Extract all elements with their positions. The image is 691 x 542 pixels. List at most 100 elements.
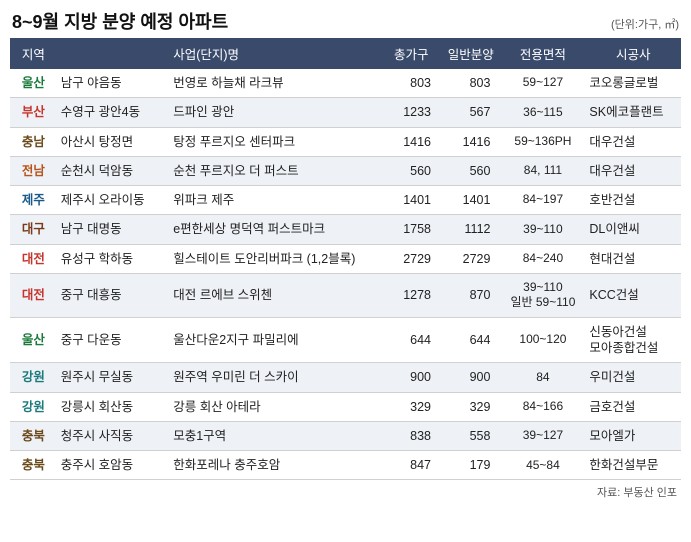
cell-area: 36~115 (500, 98, 585, 127)
cell-region: 울산 (10, 317, 57, 363)
col-general: 일반분양 (441, 38, 500, 69)
cell-general: 558 (441, 421, 500, 450)
cell-builder: 코오롱글로벌 (585, 69, 681, 98)
cell-builder: 모아엘가 (585, 421, 681, 450)
cell-total: 838 (382, 421, 441, 450)
cell-total: 329 (382, 392, 441, 421)
cell-project: 위파크 제주 (169, 186, 381, 215)
cell-region: 충남 (10, 127, 57, 156)
cell-total: 1401 (382, 186, 441, 215)
table-row: 울산중구 다운동울산다운2지구 파밀리에644644100~120신동아건설 모… (10, 317, 681, 363)
table-title: 8~9월 지방 분양 예정 아파트 (12, 8, 228, 34)
cell-district: 충주시 호암동 (57, 451, 170, 480)
cell-builder: 대우건설 (585, 156, 681, 185)
cell-general: 870 (441, 273, 500, 317)
source-label: 자료: 부동산 인포 (10, 484, 681, 500)
col-area: 전용면적 (500, 38, 585, 69)
cell-builder: SK에코플랜트 (585, 98, 681, 127)
cell-general: 900 (441, 363, 500, 392)
table-row: 울산남구 야음동번영로 하늘채 라크뷰80380359~127코오롱글로벌 (10, 69, 681, 98)
cell-builder: 한화건설부문 (585, 451, 681, 480)
cell-builder: 현대건설 (585, 244, 681, 273)
cell-district: 중구 다운동 (57, 317, 170, 363)
cell-area: 84~197 (500, 186, 585, 215)
cell-builder: 금호건설 (585, 392, 681, 421)
cell-region: 부산 (10, 98, 57, 127)
cell-total: 1278 (382, 273, 441, 317)
cell-general: 803 (441, 69, 500, 98)
cell-district: 순천시 덕암동 (57, 156, 170, 185)
col-total: 총가구 (382, 38, 441, 69)
col-builder: 시공사 (585, 38, 681, 69)
cell-builder: 호반건설 (585, 186, 681, 215)
cell-region: 충북 (10, 421, 57, 450)
cell-region: 전남 (10, 156, 57, 185)
cell-district: 아산시 탕정면 (57, 127, 170, 156)
cell-project: 한화포레나 충주호암 (169, 451, 381, 480)
cell-district: 유성구 학하동 (57, 244, 170, 273)
cell-area: 84~166 (500, 392, 585, 421)
table-row: 강원원주시 무실동원주역 우미린 더 스카이90090084우미건설 (10, 363, 681, 392)
cell-total: 2729 (382, 244, 441, 273)
cell-total: 560 (382, 156, 441, 185)
cell-district: 원주시 무실동 (57, 363, 170, 392)
cell-region: 충북 (10, 451, 57, 480)
cell-general: 1401 (441, 186, 500, 215)
table-row: 대전중구 대흥동대전 르에브 스위첸127887039~110 일반 59~11… (10, 273, 681, 317)
cell-project: 대전 르에브 스위첸 (169, 273, 381, 317)
cell-area: 84, 111 (500, 156, 585, 185)
cell-general: 560 (441, 156, 500, 185)
cell-region: 울산 (10, 69, 57, 98)
cell-project: 순천 푸르지오 더 퍼스트 (169, 156, 381, 185)
cell-district: 중구 대흥동 (57, 273, 170, 317)
table-row: 전남순천시 덕암동순천 푸르지오 더 퍼스트56056084, 111대우건설 (10, 156, 681, 185)
cell-builder: 우미건설 (585, 363, 681, 392)
cell-total: 1416 (382, 127, 441, 156)
table-row: 충북충주시 호암동한화포레나 충주호암84717945~84한화건설부문 (10, 451, 681, 480)
cell-project: 힐스테이트 도안리버파크 (1,2블록) (169, 244, 381, 273)
cell-area: 84 (500, 363, 585, 392)
col-region: 지역 (10, 38, 57, 69)
table-row: 충북청주시 사직동모충1구역83855839~127모아엘가 (10, 421, 681, 450)
cell-general: 179 (441, 451, 500, 480)
cell-district: 수영구 광안4동 (57, 98, 170, 127)
cell-area: 45~84 (500, 451, 585, 480)
cell-project: 강릉 회산 아테라 (169, 392, 381, 421)
cell-region: 대전 (10, 273, 57, 317)
cell-general: 644 (441, 317, 500, 363)
cell-project: 울산다운2지구 파밀리에 (169, 317, 381, 363)
cell-project: e편한세상 명덕역 퍼스트마크 (169, 215, 381, 244)
apartment-table: 지역 사업(단지)명 총가구 일반분양 전용면적 시공사 울산남구 야음동번영로… (10, 38, 681, 480)
cell-total: 644 (382, 317, 441, 363)
table-row: 부산수영구 광안4동드파인 광안123356736~115SK에코플랜트 (10, 98, 681, 127)
cell-region: 강원 (10, 363, 57, 392)
cell-builder: KCC건설 (585, 273, 681, 317)
cell-total: 1233 (382, 98, 441, 127)
cell-general: 1416 (441, 127, 500, 156)
cell-project: 드파인 광안 (169, 98, 381, 127)
col-district (57, 38, 170, 69)
cell-general: 329 (441, 392, 500, 421)
cell-area: 100~120 (500, 317, 585, 363)
cell-general: 567 (441, 98, 500, 127)
cell-project: 탕정 푸르지오 센터파크 (169, 127, 381, 156)
cell-total: 1758 (382, 215, 441, 244)
cell-builder: 신동아건설 모아종합건설 (585, 317, 681, 363)
cell-region: 대구 (10, 215, 57, 244)
cell-area: 39~110 일반 59~110 (500, 273, 585, 317)
table-row: 충남아산시 탕정면탕정 푸르지오 센터파크1416141659~136PH대우건… (10, 127, 681, 156)
unit-label: (단위:가구, ㎡) (611, 16, 679, 32)
cell-project: 원주역 우미린 더 스카이 (169, 363, 381, 392)
cell-region: 대전 (10, 244, 57, 273)
cell-district: 제주시 오라이동 (57, 186, 170, 215)
cell-general: 1112 (441, 215, 500, 244)
table-row: 대전유성구 학하동힐스테이트 도안리버파크 (1,2블록)2729272984~… (10, 244, 681, 273)
cell-project: 모충1구역 (169, 421, 381, 450)
cell-builder: 대우건설 (585, 127, 681, 156)
table-row: 제주제주시 오라이동위파크 제주1401140184~197호반건설 (10, 186, 681, 215)
cell-project: 번영로 하늘채 라크뷰 (169, 69, 381, 98)
cell-district: 청주시 사직동 (57, 421, 170, 450)
cell-total: 900 (382, 363, 441, 392)
cell-total: 847 (382, 451, 441, 480)
header-row: 지역 사업(단지)명 총가구 일반분양 전용면적 시공사 (10, 38, 681, 69)
